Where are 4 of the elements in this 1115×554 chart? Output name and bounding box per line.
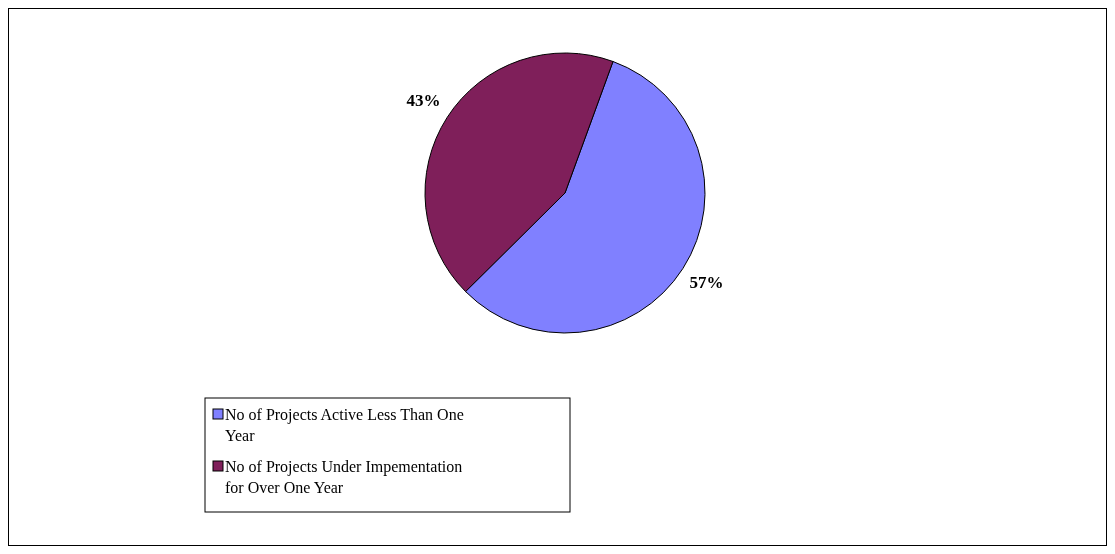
- data-label: 43%: [406, 91, 441, 111]
- data-label: 57%: [689, 272, 724, 292]
- legend-label: No of Projects Under Impementation for Over One Year: [225, 458, 463, 496]
- legend-label: No of Projects Active Less Than One Year: [225, 406, 464, 444]
